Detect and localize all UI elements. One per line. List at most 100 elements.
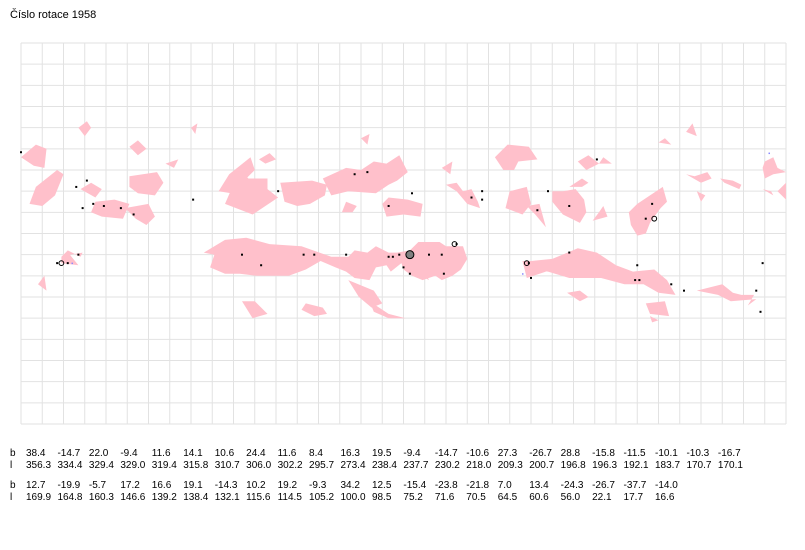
table-l-value: 237.7 (403, 460, 429, 471)
table-b-value: -15.8 (592, 448, 615, 459)
table-b-value: 7.0 (497, 480, 512, 491)
sunspot (132, 213, 135, 216)
active-region (203, 237, 468, 281)
sunspot-points (20, 151, 770, 313)
active-region (645, 301, 670, 317)
active-region (567, 290, 589, 302)
sunspot (755, 289, 758, 292)
active-region (762, 189, 774, 196)
active-region (21, 144, 47, 168)
table-b-value: -5.7 (88, 480, 107, 491)
table-l-value: 170.1 (717, 460, 743, 471)
table-b-value: -9.4 (403, 448, 421, 459)
active-region (686, 123, 697, 137)
active-region (414, 271, 429, 281)
table-l-value: 238.4 (371, 460, 397, 471)
table-l-value: 295.7 (309, 460, 335, 471)
active-region (322, 155, 408, 196)
sunspot (391, 255, 394, 258)
sunspot (481, 198, 484, 201)
sunspot (595, 158, 598, 161)
active-region (129, 140, 147, 156)
table-b-value: 19.2 (277, 480, 298, 491)
table-l-value: 334.4 (57, 460, 83, 471)
ring-spot (651, 215, 658, 222)
active-region (494, 144, 538, 170)
sunspot (313, 253, 316, 256)
table-l-value: 183.7 (655, 460, 681, 471)
table-l-value: 273.4 (340, 460, 366, 471)
table-b-value: 16.6 (151, 480, 172, 491)
solar-map-plot (20, 35, 788, 426)
sunspot (759, 310, 762, 313)
sunspot (102, 204, 105, 207)
table-b-value: 10.6 (214, 448, 235, 459)
active-region (382, 197, 423, 217)
table-b-label: b (10, 448, 16, 459)
table-b-value: -21.8 (466, 480, 490, 491)
sunspot (470, 196, 473, 199)
sunspot (241, 253, 243, 256)
sunspot (530, 276, 532, 279)
sunspot (277, 190, 280, 193)
sunspot (636, 264, 639, 267)
table-l-value: 64.5 (497, 492, 518, 503)
table-b-value: 12.7 (26, 480, 46, 491)
sunspot (387, 204, 390, 207)
table-l-value: 196.3 (592, 460, 618, 471)
active-region (528, 248, 676, 295)
table-l-value: 132.1 (214, 492, 240, 503)
table-b-value: -9.4 (120, 448, 138, 459)
table-b-value: 28.8 (560, 448, 581, 459)
active-region (341, 201, 357, 213)
active-region (301, 303, 327, 317)
plot-background (21, 35, 788, 426)
table-l-value: 115.6 (246, 492, 271, 503)
active-region (592, 206, 608, 221)
table-l-value: 22.1 (592, 492, 612, 503)
active-region (505, 186, 531, 215)
table-l-value: 71.6 (434, 492, 455, 503)
table-b-label: b (10, 480, 16, 491)
table-b-value: -24.3 (560, 480, 584, 491)
sunspot (440, 253, 443, 256)
active-region (125, 203, 155, 225)
active-region (569, 178, 589, 187)
active-region (80, 182, 102, 198)
sunspot (547, 190, 549, 193)
table-l-value: 315.8 (183, 460, 209, 471)
active-region (29, 170, 64, 206)
table-b-value: 10.2 (246, 480, 266, 491)
table-b-value: -26.7 (529, 448, 552, 459)
table-l-value: 169.9 (26, 492, 52, 503)
active-region (686, 172, 712, 183)
large-sunspot (405, 250, 415, 260)
active-region (658, 138, 672, 145)
sunspot (366, 171, 369, 174)
table-b-value: -11.5 (623, 448, 646, 459)
table-b-value: 24.4 (246, 448, 266, 459)
table-b-value: -15.4 (403, 480, 427, 491)
sunspot (536, 209, 539, 212)
sunspot (568, 251, 571, 254)
active-region (361, 134, 370, 145)
table-l-value: 218.0 (466, 460, 492, 471)
sunspot (455, 243, 458, 246)
sunspot (119, 207, 122, 210)
active-region (348, 280, 383, 308)
table-l-value: 306.0 (246, 460, 272, 471)
table-l-value: 209.3 (497, 460, 523, 471)
table-b-value: -14.0 (655, 480, 678, 491)
faint-point (768, 152, 770, 155)
active-region (61, 250, 83, 266)
table-l-value: 310.7 (214, 460, 240, 471)
sunspot (302, 253, 305, 256)
ring-spot (58, 260, 65, 267)
table-b-value: 8.4 (309, 448, 323, 459)
sunspot (402, 266, 405, 269)
sunspot (411, 192, 413, 195)
table-l-value: 17.7 (623, 492, 644, 503)
table-b-value: -14.3 (214, 480, 238, 491)
sunspot (683, 289, 685, 292)
table-l-value: 105.2 (309, 492, 335, 503)
